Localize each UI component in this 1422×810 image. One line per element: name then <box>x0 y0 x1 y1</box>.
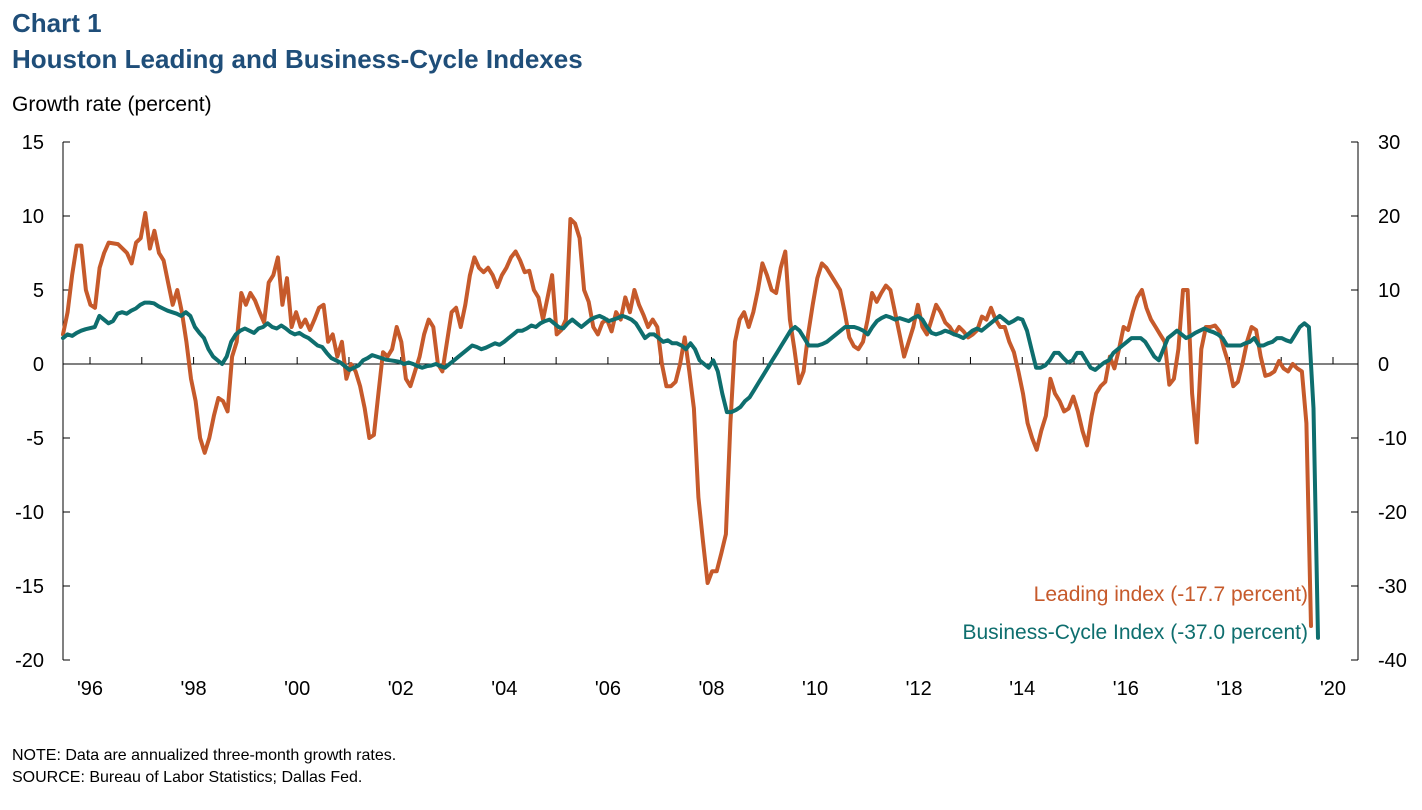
business-cycle-index-line <box>61 300 1320 640</box>
x-tick-label: '16 <box>1113 678 1139 700</box>
x-tick-label: '06 <box>595 678 621 700</box>
x-tick-label: '14 <box>1009 678 1035 700</box>
x-tick-label: '00 <box>284 678 310 700</box>
chart-title: Houston Leading and Business-Cycle Index… <box>12 44 583 74</box>
y-axis-label: Growth rate (percent) <box>12 93 212 116</box>
left-tick-label: 15 <box>22 132 44 154</box>
right-tick-label: 10 <box>1378 280 1400 302</box>
right-tick-label: -10 <box>1378 428 1407 450</box>
legend-business-cycle-index: Business-Cycle Index (-37.0 percent) <box>963 621 1309 644</box>
left-tick-label: 0 <box>33 354 44 376</box>
legend-leading-index: Leading index (-17.7 percent) <box>1034 583 1308 606</box>
left-tick-label: -20 <box>15 650 44 672</box>
footnote-source: SOURCE: Bureau of Labor Statistics; Dall… <box>12 769 363 786</box>
x-tick-label: '20 <box>1320 678 1346 700</box>
x-tick-label: '96 <box>77 678 103 700</box>
right-tick-label: 0 <box>1378 354 1389 376</box>
left-tick-label: 5 <box>33 280 44 302</box>
footnote-note: NOTE: Data are annualized three-month gr… <box>12 747 397 764</box>
right-tick-label: -30 <box>1378 576 1407 598</box>
x-tick-label: '12 <box>906 678 932 700</box>
chart-number: Chart 1 <box>12 8 102 38</box>
left-tick-label: -15 <box>15 576 44 598</box>
series-group <box>61 211 1320 640</box>
right-tick-label: -40 <box>1378 650 1407 672</box>
left-tick-label: -5 <box>26 428 44 450</box>
leading-index-line <box>61 211 1313 628</box>
x-tick-label: '18 <box>1216 678 1242 700</box>
left-tick-label: -10 <box>15 502 44 524</box>
left-tick-label: 10 <box>22 206 44 228</box>
x-tick-label: '02 <box>388 678 414 700</box>
x-tick-label: '04 <box>491 678 517 700</box>
x-tick-label: '10 <box>802 678 828 700</box>
right-tick-label: -20 <box>1378 502 1407 524</box>
right-tick-label: 20 <box>1378 206 1400 228</box>
x-tick-label: '08 <box>698 678 724 700</box>
right-tick-label: 30 <box>1378 132 1400 154</box>
x-tick-label: '98 <box>181 678 207 700</box>
